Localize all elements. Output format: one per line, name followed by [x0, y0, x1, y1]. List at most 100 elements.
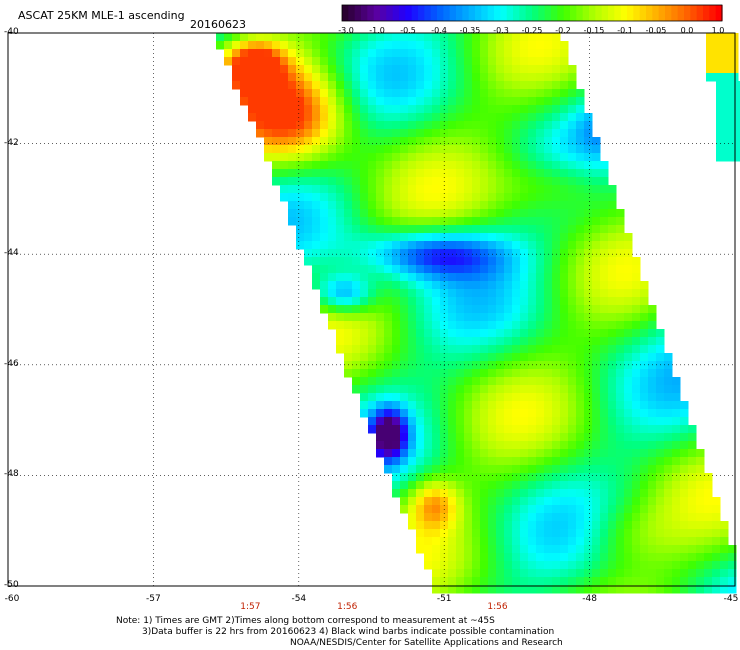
swath-cell	[592, 305, 601, 314]
swath-cell	[344, 65, 353, 74]
swath-cell	[472, 553, 481, 562]
swath-cell	[584, 505, 593, 514]
swath-cell	[560, 265, 569, 274]
swath-cell	[448, 569, 457, 578]
swath-cell	[336, 193, 345, 202]
swath-cell	[592, 201, 601, 210]
swath-cell	[352, 73, 361, 82]
swath-cell	[408, 137, 417, 146]
swath-cell	[728, 577, 737, 586]
swath-cell	[616, 433, 625, 442]
swath-cell	[360, 121, 369, 130]
swath-cell	[432, 417, 441, 426]
swath-cell	[504, 305, 513, 314]
swath-cell	[528, 73, 537, 82]
swath-cell	[512, 377, 521, 386]
swath-cell	[560, 161, 569, 170]
swath-cell	[528, 465, 537, 474]
swath-cell	[456, 425, 465, 434]
swath-cell	[472, 521, 481, 530]
swath-cell	[640, 577, 649, 586]
swath-cell	[724, 81, 733, 90]
swath-cell	[456, 33, 465, 42]
swath-cell	[576, 425, 585, 434]
swath-cell	[640, 369, 649, 378]
swath-cell	[448, 585, 457, 594]
swath-cell	[656, 545, 665, 554]
swath-cell	[512, 433, 521, 442]
swath-cell	[472, 249, 481, 258]
swath-cell	[544, 65, 553, 74]
swath-cell	[616, 217, 625, 226]
swath-cell	[272, 105, 281, 114]
swath-cell	[400, 393, 409, 402]
swath-cell	[528, 129, 537, 138]
swath-cell	[560, 529, 569, 538]
swath-cell	[688, 577, 697, 586]
swath-cell	[248, 65, 257, 74]
swath-cell	[552, 441, 561, 450]
swath-cell	[424, 121, 433, 130]
swath-cell	[504, 529, 513, 538]
swath-cell	[288, 217, 297, 226]
swath-cell	[680, 457, 689, 466]
swath-cell	[568, 81, 577, 90]
swath-cell	[528, 361, 537, 370]
swath-cell	[688, 561, 697, 570]
swath-cell	[488, 513, 497, 522]
swath-cell	[360, 345, 369, 354]
swath-cell	[568, 193, 577, 202]
swath-cell	[592, 257, 601, 266]
swath-cell	[608, 361, 617, 370]
swath-cell	[520, 361, 529, 370]
swath-cell	[512, 265, 521, 274]
swath-cell	[488, 537, 497, 546]
swath-cell	[552, 393, 561, 402]
swath-cell	[640, 353, 649, 362]
swath-cell	[296, 161, 305, 170]
swath-cell	[552, 553, 561, 562]
swath-cell	[624, 265, 633, 274]
swath-cell	[312, 193, 321, 202]
swath-cell	[672, 513, 681, 522]
swath-cell	[600, 369, 609, 378]
swath-cell	[728, 585, 737, 594]
swath-cell	[576, 305, 585, 314]
colorbar-cell	[380, 5, 387, 21]
swath-cell	[368, 105, 377, 114]
swath-cell	[408, 177, 417, 186]
swath-cell	[716, 89, 725, 98]
swath-cell	[472, 361, 481, 370]
swath-cell	[504, 257, 513, 266]
swath-cell	[584, 489, 593, 498]
swath-cell	[360, 329, 369, 338]
swath-cell	[624, 353, 633, 362]
swath-cell	[312, 137, 321, 146]
swath-cell	[392, 233, 401, 242]
swath-cell	[272, 57, 281, 66]
swath-cell	[448, 497, 457, 506]
swath-cell	[408, 57, 417, 66]
swath-cell	[512, 305, 521, 314]
swath-cell	[520, 297, 529, 306]
swath-cell	[368, 129, 377, 138]
swath-cell	[344, 33, 353, 42]
swath-cell	[576, 89, 585, 98]
swath-cell	[552, 57, 561, 66]
swath-cell	[320, 233, 329, 242]
swath-cell	[424, 537, 433, 546]
swath-cell	[568, 569, 577, 578]
swath-cell	[560, 489, 569, 498]
swath-cell	[480, 57, 489, 66]
swath-cell	[384, 193, 393, 202]
swath-cell	[496, 161, 505, 170]
swath-cell	[712, 497, 721, 506]
swath-cell	[680, 489, 689, 498]
swath-cell	[408, 225, 417, 234]
swath-cell	[512, 145, 521, 154]
swath-cell	[464, 217, 473, 226]
swath-cell	[528, 553, 537, 562]
swath-cell	[480, 465, 489, 474]
swath-cell	[608, 577, 617, 586]
swath-cell	[368, 377, 377, 386]
